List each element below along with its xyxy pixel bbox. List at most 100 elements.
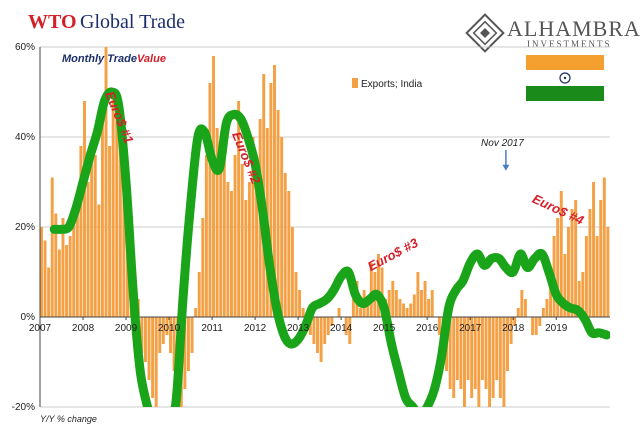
bar <box>237 101 241 317</box>
bar <box>222 119 226 317</box>
bar <box>387 290 391 317</box>
bar <box>477 317 481 407</box>
y-axis-label: Y/Y % change <box>40 414 97 424</box>
bar <box>351 299 355 317</box>
bar <box>506 317 509 371</box>
bar <box>602 177 606 317</box>
bar <box>420 290 423 317</box>
bar <box>83 101 86 317</box>
bar <box>143 317 147 362</box>
bar <box>549 272 552 317</box>
flag-saffron-stripe <box>526 55 604 70</box>
bar <box>369 263 373 317</box>
x-tick-label: 2014 <box>330 323 353 334</box>
bar <box>455 317 459 380</box>
bar <box>541 308 545 317</box>
bar <box>68 236 72 317</box>
bar <box>319 317 323 362</box>
bar <box>172 317 176 371</box>
bar <box>484 317 488 389</box>
alhambra-diamond-icon <box>465 13 505 53</box>
bar <box>40 227 43 317</box>
bar <box>201 218 205 317</box>
bar <box>599 200 603 317</box>
bar <box>161 317 165 344</box>
bar <box>230 191 233 317</box>
logo-tagline: INVESTMENTS <box>527 39 612 49</box>
bar <box>151 317 155 398</box>
bar <box>147 317 151 380</box>
bar <box>215 128 219 317</box>
x-tick-label: 2010 <box>158 323 181 334</box>
x-tick-labels: 2007 2008 2009 2010 2011 2012 2013 2014 2015 2016… <box>29 323 568 334</box>
bar <box>47 267 51 317</box>
flag-chakra-center <box>563 76 567 80</box>
bar <box>108 146 112 317</box>
bar <box>154 317 158 407</box>
x-tick-label: 2007 <box>29 323 52 334</box>
bar <box>186 317 190 371</box>
chart-subtitle-monthly-trade: Monthly Trade <box>62 53 137 65</box>
bar <box>287 191 291 317</box>
bar <box>233 155 237 317</box>
bar <box>100 119 104 317</box>
bar <box>43 240 47 317</box>
bar <box>194 308 198 317</box>
x-tick-label: 2018 <box>502 323 525 334</box>
bar <box>531 317 535 335</box>
bar <box>509 317 513 344</box>
bar <box>376 254 380 317</box>
x-tick-label: 2013 <box>287 323 310 334</box>
bar <box>488 317 492 407</box>
bar <box>523 299 527 317</box>
chart-trend-line <box>49 87 610 407</box>
bar <box>391 281 395 317</box>
bar <box>240 164 244 317</box>
bar <box>90 155 94 317</box>
bar <box>409 303 413 317</box>
bar <box>437 317 441 335</box>
bar <box>448 317 452 389</box>
bar <box>495 317 499 380</box>
y-tick-label: 20% <box>15 222 35 233</box>
bar <box>226 182 230 317</box>
bar <box>104 47 108 317</box>
bar <box>405 308 409 317</box>
bar <box>316 317 319 353</box>
bar <box>158 317 162 353</box>
bar <box>54 213 58 317</box>
bar <box>312 317 316 344</box>
bar <box>219 146 223 317</box>
bar <box>111 92 115 317</box>
bar <box>534 317 538 335</box>
bar <box>566 227 570 317</box>
bar <box>247 182 251 317</box>
bar <box>588 209 592 317</box>
y-tick-label: -20% <box>12 402 35 413</box>
bar <box>563 254 567 317</box>
bar <box>427 299 431 317</box>
annotation-label: Nov 2017 <box>481 138 524 149</box>
bar <box>480 317 484 380</box>
bar <box>416 272 420 317</box>
bar <box>290 227 294 317</box>
bar <box>50 177 54 317</box>
bar <box>208 83 212 317</box>
bar <box>273 65 276 317</box>
y-tick-label: 40% <box>15 132 35 143</box>
y-tick-labels: -20% 0% 20% 40% 60% <box>12 42 35 413</box>
bar <box>581 272 585 317</box>
flag-chakra-icon <box>559 72 571 84</box>
bar <box>255 173 259 317</box>
chart-title-global-trade: Global Trade <box>80 11 185 33</box>
logo-name: ALHAMBRA <box>507 16 641 41</box>
bar <box>75 191 79 317</box>
bar <box>430 290 434 317</box>
chart-legend: Exports; India <box>352 78 423 90</box>
trend-line <box>49 87 610 407</box>
bar <box>402 303 406 317</box>
bar <box>344 317 348 335</box>
bar <box>452 317 456 398</box>
bar <box>498 317 502 398</box>
